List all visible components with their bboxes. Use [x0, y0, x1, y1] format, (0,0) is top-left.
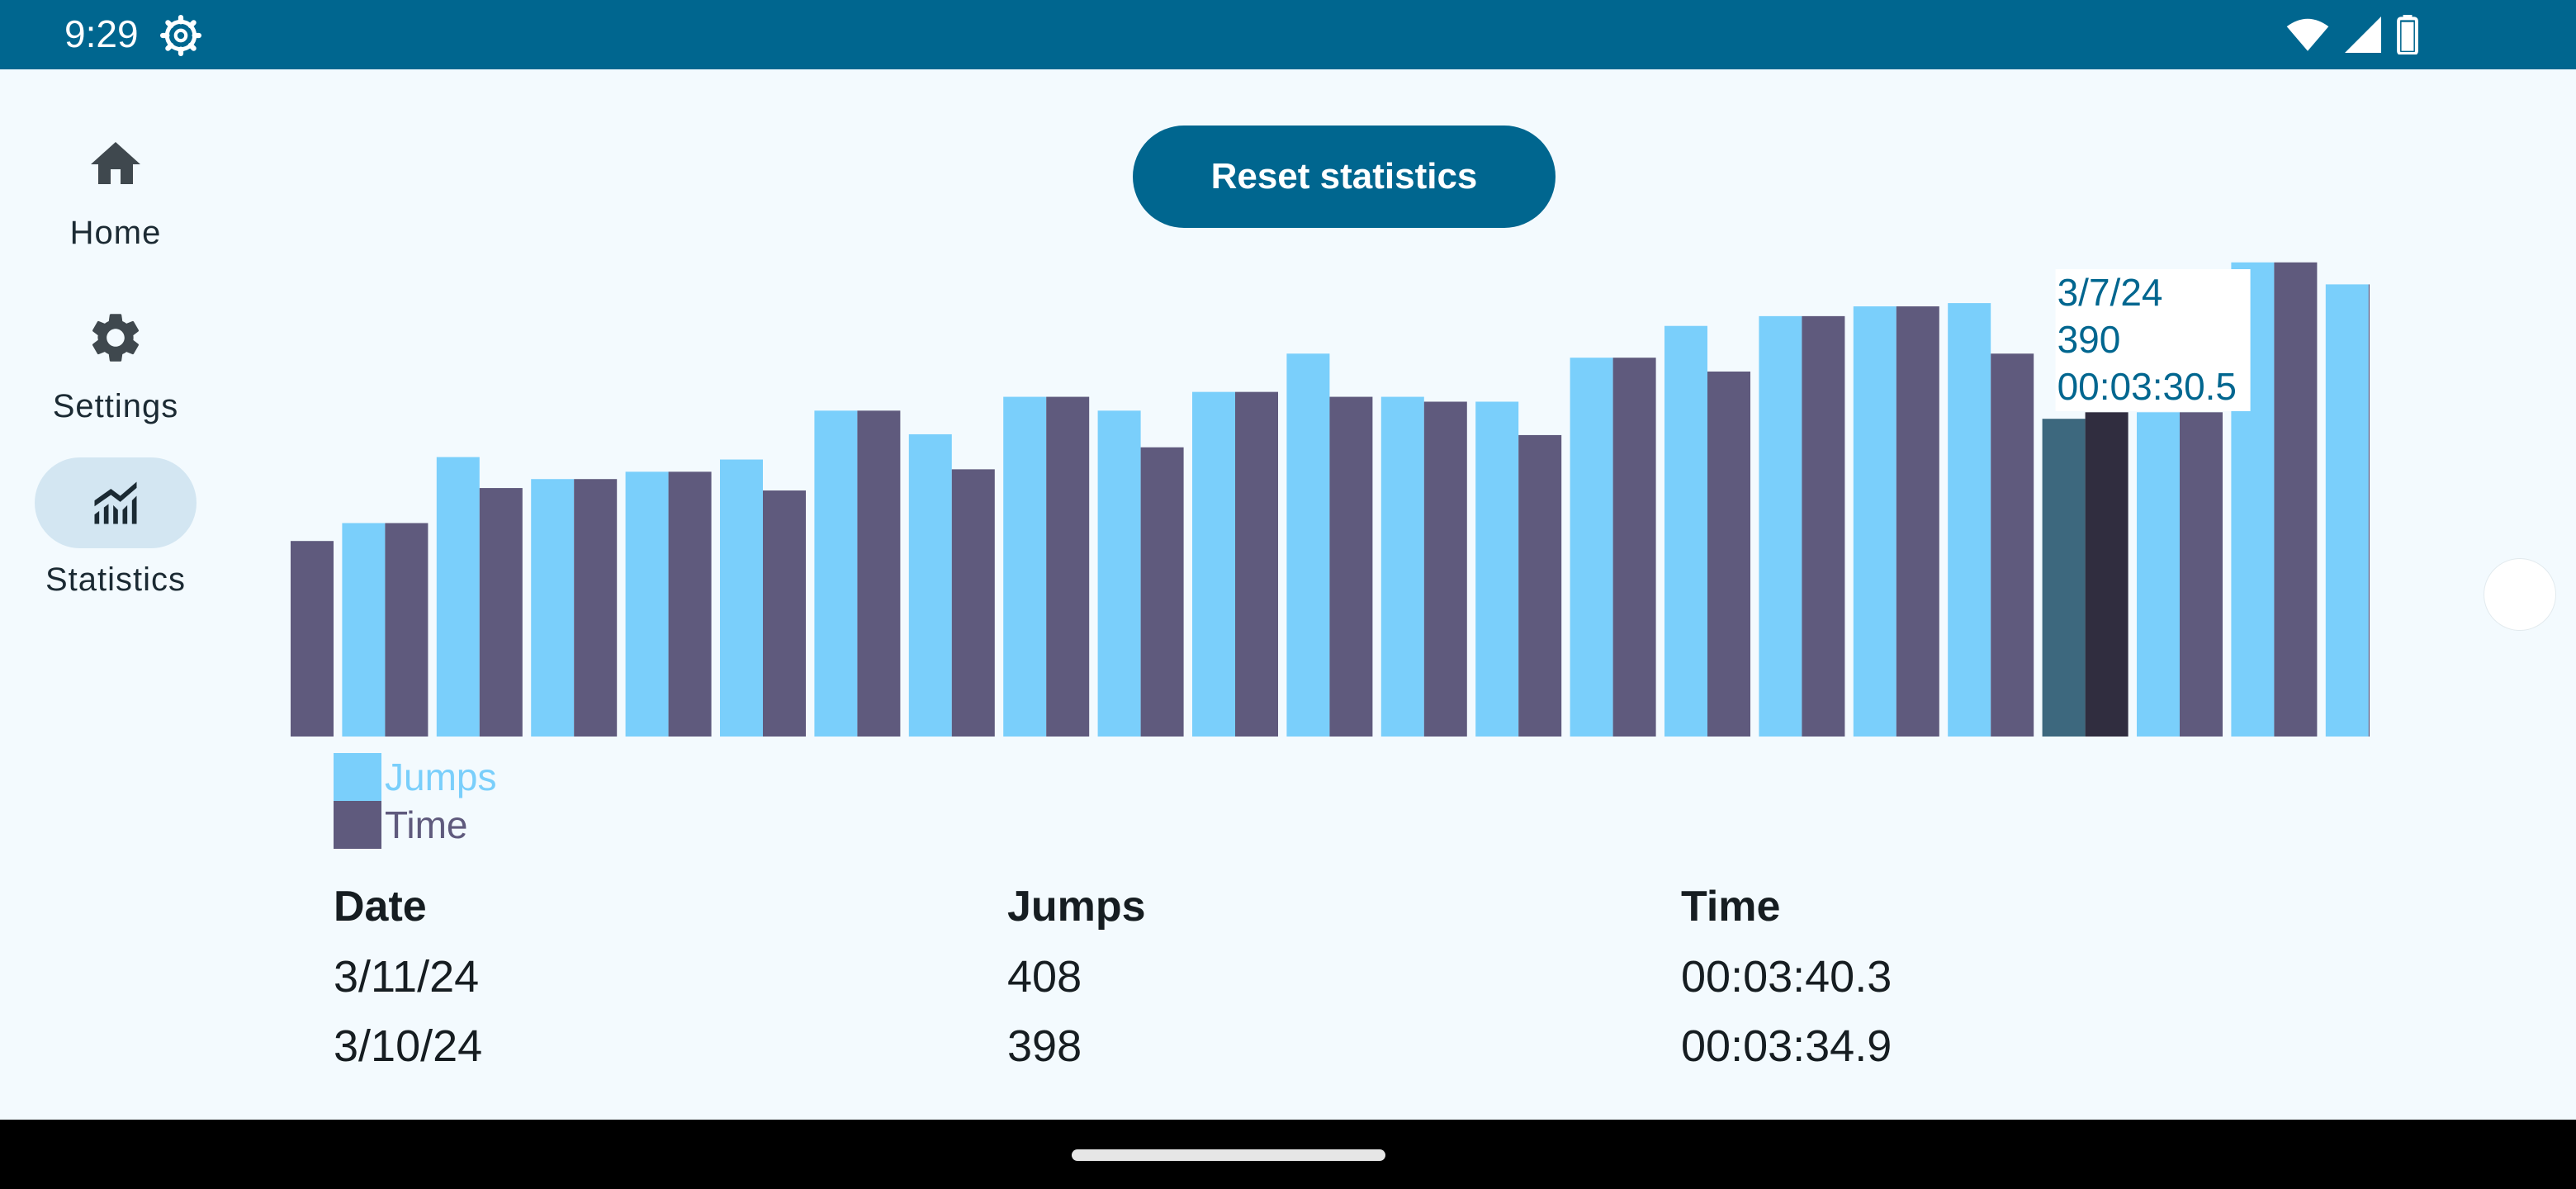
legend-item-jumps: Jumps [334, 753, 496, 801]
bar-jumps-7[interactable] [908, 433, 952, 737]
nav-icon-container [35, 292, 197, 383]
nav-item-settings[interactable]: Settings [0, 292, 231, 433]
chart-icon [94, 481, 137, 524]
bar-time-19[interactable] [2085, 412, 2129, 737]
gesture-navigation-bar[interactable] [1072, 1149, 1385, 1161]
bar-time-20[interactable] [2180, 412, 2223, 737]
bar-time-6[interactable] [857, 410, 901, 737]
bar-jumps-9[interactable] [1097, 410, 1141, 737]
bar-jumps-5[interactable] [720, 459, 763, 737]
table-header: Date Jumps Time [334, 882, 2315, 940]
settings-status-icon [160, 15, 201, 56]
nav-icon-container-active [35, 457, 197, 548]
bar-jumps-4[interactable] [625, 471, 669, 737]
bar-time-8[interactable] [1046, 396, 1090, 737]
status-bar: 9:29 [0, 0, 2576, 69]
bar-jumps-19[interactable] [2042, 419, 2086, 737]
cell-jumps: 408 [1007, 952, 1082, 1002]
legend-swatch-jumps [334, 753, 381, 801]
reset-statistics-button[interactable]: Reset statistics [1133, 126, 1556, 228]
bar-time-17[interactable] [1896, 306, 1939, 737]
nav-item-statistics[interactable]: Statistics [0, 457, 231, 606]
battery-icon [2397, 15, 2418, 54]
table-row[interactable]: 3/11/24 408 00:03:40.3 [334, 951, 2315, 1009]
header-time: Time [1681, 883, 1781, 931]
cell-date: 3/11/24 [334, 952, 480, 1002]
bar-time-11[interactable] [1329, 396, 1373, 737]
bar-jumps-14[interactable] [1570, 358, 1613, 737]
status-icons [2285, 15, 2419, 54]
bar-time-16[interactable] [1802, 315, 1845, 737]
bar-time-0[interactable] [291, 541, 334, 737]
bar-jumps-3[interactable] [531, 479, 575, 737]
bar-jumps-15[interactable] [1664, 325, 1707, 737]
cell-time: 00:03:40.3 [1681, 952, 1892, 1002]
bar-time-21[interactable] [2274, 262, 2318, 737]
gear-icon [92, 314, 140, 362]
nav-item-home[interactable]: Home [0, 119, 231, 259]
nav-label-home: Home [69, 215, 162, 251]
bar-jumps-11[interactable] [1286, 353, 1330, 737]
tooltip-date: 3/7/24 [2057, 271, 2163, 314]
tooltip-time: 00:03:30.5 [2057, 365, 2237, 408]
bar-jumps-10[interactable] [1192, 391, 1235, 737]
bar-jumps-16[interactable] [1759, 315, 1802, 737]
bar-jumps-22[interactable] [2325, 284, 2369, 737]
cell-date: 3/10/24 [334, 1021, 483, 1063]
chart-tooltip-background [2055, 269, 2251, 411]
bar-time-14[interactable] [1612, 358, 1656, 737]
bar-jumps-13[interactable] [1475, 401, 1519, 737]
bar-time-7[interactable] [951, 469, 995, 737]
bar-jumps-20[interactable] [2137, 412, 2180, 737]
bar-time-13[interactable] [1518, 434, 1562, 737]
chart-legend: Jumps Time [334, 753, 496, 849]
bar-jumps-17[interactable] [1853, 306, 1896, 737]
cell-time: 00:03:34.9 [1681, 1021, 1892, 1063]
bar-time-15[interactable] [1707, 371, 1750, 737]
legend-swatch-time [334, 801, 381, 849]
bar-time-12[interactable] [1423, 401, 1467, 737]
bar-time-22[interactable] [2368, 284, 2370, 737]
navigation-rail: Home Settings Statistics [0, 69, 231, 647]
bar-time-18[interactable] [1991, 353, 2034, 737]
nav-label-statistics: Statistics [45, 561, 187, 598]
legend-item-time: Time [334, 801, 496, 849]
tooltip-jumps: 390 [2057, 318, 2121, 361]
nav-label-settings: Settings [52, 388, 179, 424]
bar-time-1[interactable] [385, 523, 429, 737]
bar-jumps-8[interactable] [1003, 396, 1047, 737]
bar-time-4[interactable] [668, 471, 712, 737]
cell-jumps: 398 [1007, 1021, 1082, 1063]
legend-label-time: Time [385, 803, 468, 846]
bar-jumps-12[interactable] [1380, 396, 1424, 737]
wifi-icon [2286, 18, 2329, 51]
bar-time-3[interactable] [574, 479, 618, 737]
bar-jumps-18[interactable] [1948, 303, 1991, 737]
bar-time-2[interactable] [479, 488, 523, 737]
table-row[interactable]: 3/10/24 398 00:03:34.9 [334, 1021, 2315, 1063]
bar-time-10[interactable] [1235, 391, 1278, 737]
legend-label-jumps: Jumps [385, 756, 497, 798]
header-jumps: Jumps [1007, 883, 1146, 931]
status-time: 9:29 [64, 12, 139, 55]
bar-time-5[interactable] [763, 490, 806, 737]
header-date: Date [334, 883, 427, 931]
statistics-table: Date Jumps Time 3/11/24 408 00:03:40.3 3… [334, 882, 2315, 1063]
bar-jumps-6[interactable] [814, 410, 858, 737]
bar-jumps-2[interactable] [436, 457, 480, 737]
bar-time-9[interactable] [1140, 447, 1184, 737]
edge-handle[interactable] [2484, 558, 2556, 631]
bar-jumps-1[interactable] [342, 523, 386, 737]
home-icon [91, 142, 140, 184]
cell-signal-icon [2345, 17, 2381, 53]
nav-icon-container [35, 119, 197, 210]
